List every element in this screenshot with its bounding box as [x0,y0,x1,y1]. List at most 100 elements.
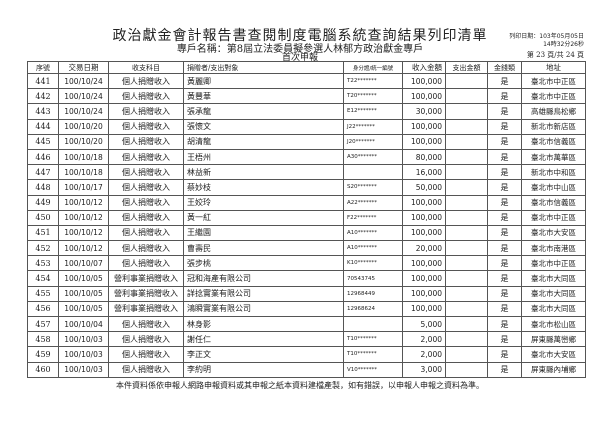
table-row: 444 100/10/20 個人捐贈收入 張懷文 J22******* 100,000 是新… [27,118,586,135]
table-cell [445,346,488,363]
table-cell: 453 [27,255,59,272]
table-row: 449 100/10/12 個人捐贈收入 王姣玲 A22******* 100,000 是臺… [27,194,586,211]
column-header: 序號 [27,61,59,74]
table-cell: 臺北市松山區 [521,315,586,333]
table-row: 455 100/10/05 營利事業捐贈收入 詳捻實業有限公司 12968449 100,… [27,285,586,302]
table-cell: 冠和海產有限公司 [183,270,344,287]
column-header: 金錢類 [487,61,522,74]
table-row: 445 100/10/20 個人捐贈收入 胡清龍 J20******* 100,000 是臺… [27,133,586,150]
table-cell [343,315,403,333]
table-cell: A10******* [343,240,403,257]
table-cell [445,240,488,257]
table-cell: 個人捐贈收入 [108,72,184,90]
table-cell: 營利事業捐贈收入 [108,270,184,287]
table-cell [445,255,488,272]
table-row: 446 100/10/18 個人捐贈收入 王梧州 A30******* 80,000 是臺北… [27,148,586,166]
table-cell: 458 [27,331,59,348]
table-cell: 個人捐贈收入 [108,103,184,120]
table-cell: 442 [27,88,59,105]
table-cell: 是 [487,179,522,196]
table-cell: 460 [27,361,59,378]
table-cell [343,164,403,181]
table-cell: 456 [27,300,59,318]
table-cell: 是 [487,118,522,135]
table-cell: 李正文 [183,346,344,363]
table-cell: 個人捐贈收入 [108,148,184,166]
table-cell: 王姣玲 [183,194,344,211]
table-cell: 50,000 [402,179,446,196]
table-row: 452 100/10/12 個人捐贈收入 曹壽民 A10******* 20,000 是臺北… [27,240,586,257]
table-cell: 100/10/18 [58,164,109,181]
table-cell: 16,000 [402,164,446,181]
table-cell: 70543745 [343,270,403,287]
table-cell: 100/10/05 [58,300,109,318]
table-cell: 新北市新店區 [521,118,586,135]
table-cell: S20******* [343,179,403,196]
table-cell: 100/10/04 [58,315,109,333]
table-cell: F22******* [343,209,403,226]
table-row: 459 100/10/03 個人捐贈收入 李正文 T10******* 2,000 是臺北市… [27,346,586,363]
table-row: 451 100/10/12 個人捐贈收入 王繼園 A10******* 100,000 是臺… [27,224,586,242]
table-cell: 臺北市中正區 [521,88,586,105]
table-cell: 王繼園 [183,224,344,242]
table-cell [445,179,488,196]
table-row: 457 100/10/04 個人捐贈收入 林身影 5,000 是臺北市松山區 [27,315,586,333]
column-header: 捐贈者/支出對象 [183,61,344,74]
table-cell [445,133,488,150]
table-cell: 30,000 [402,103,446,120]
table-cell: 臺北市大同區 [521,300,586,318]
table-cell: 是 [487,164,522,181]
table-cell: 營利事業捐贈收入 [108,300,184,318]
table-row: 450 100/10/12 個人捐贈收入 黃一紅 F22******* 100,000 是臺… [27,209,586,226]
table-cell: 屏東縣內埔鄉 [521,361,586,378]
page-info: 第 23 頁/共 24 頁 [526,51,584,59]
table-cell: 是 [487,315,522,333]
table-cell: 營利事業捐贈收入 [108,285,184,302]
table-cell: 個人捐贈收入 [108,315,184,333]
table-cell: 臺北市中正區 [521,209,586,226]
column-header: 收入金額 [402,61,446,74]
table-cell: 曹壽民 [183,240,344,257]
table-cell: 臺北市信義區 [521,133,586,150]
table-cell [445,88,488,105]
table-cell: 100,000 [402,133,446,150]
table-cell: 448 [27,179,59,196]
table-cell: 臺北市萬華區 [521,148,586,166]
table-cell: 455 [27,285,59,302]
table-cell: 胡清龍 [183,133,344,150]
table-cell: 459 [27,346,59,363]
table-cell: 是 [487,148,522,166]
table-cell [445,118,488,135]
table-cell: 個人捐贈收入 [108,346,184,363]
table-header: 序號 交易日期 收支科目 捐贈者/支出對象 身分證/統一編號 收入金額 支出金額 金錢類 地址 [27,61,586,74]
table-cell: T10******* [343,331,403,348]
table-cell: 100/10/05 [58,285,109,302]
table-cell [445,315,488,333]
table-cell: 個人捐贈收入 [108,88,184,105]
table-cell: 100,000 [402,88,446,105]
table-cell: 林身影 [183,315,344,333]
table-cell: 是 [487,361,522,378]
table-cell: 臺北市大同區 [521,270,586,287]
table-cell: 100,000 [402,209,446,226]
print-time-text: 14時32分26秒 [543,41,584,48]
table-cell: 個人捐贈收入 [108,164,184,181]
table-cell: 王梧州 [183,148,344,166]
table-cell: 林益新 [183,164,344,181]
table-cell: A30******* [343,148,403,166]
account-name: 專戶名稱：第8屆立法委員擬參選人林郁方政治獻金專戶 [176,44,424,55]
table-cell: 個人捐贈收入 [108,240,184,257]
table-cell: 是 [487,194,522,211]
table-cell [445,103,488,120]
table-cell: A22******* [343,194,403,211]
table-cell: 100/10/03 [58,346,109,363]
table-cell: 441 [27,72,59,90]
table-row: 447 100/10/18 個人捐贈收入 林益新 16,000 是新北市中和區 [27,164,586,181]
table-cell: 臺北市大安區 [521,224,586,242]
table-row: 460 100/10/03 個人捐贈收入 李約明 V10******* 3,000 是屏東縣… [27,361,586,378]
document-title: 政治獻金會計報告書查閱制度電腦系統查詢結果列印清單 [112,28,488,44]
table-row: 458 100/10/03 個人捐贈收入 謝任仁 T10******* 2,000 是屏東縣… [27,331,586,348]
table-cell: 100/10/12 [58,194,109,211]
table-cell: 個人捐贈收入 [108,255,184,272]
table-cell: 張承龍 [183,103,344,120]
